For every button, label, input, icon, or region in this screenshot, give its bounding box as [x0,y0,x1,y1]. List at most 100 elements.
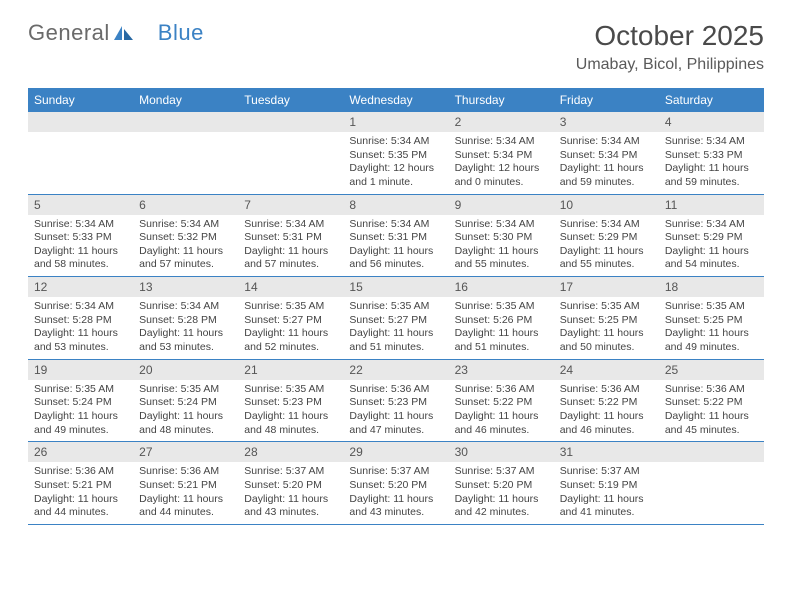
sunset-line: Sunset: 5:19 PM [560,479,653,493]
sunset-line: Sunset: 5:20 PM [244,479,337,493]
calendar-cell: 18Sunrise: 5:35 AMSunset: 5:25 PMDayligh… [659,277,764,359]
daylight-line: Daylight: 11 hours and 53 minutes. [139,327,232,354]
day-number [659,442,764,462]
sunset-line: Sunset: 5:34 PM [455,149,548,163]
sunset-line: Sunset: 5:24 PM [34,396,127,410]
calendar-cell: 30Sunrise: 5:37 AMSunset: 5:20 PMDayligh… [449,442,554,524]
daylight-line: Daylight: 11 hours and 54 minutes. [665,245,758,272]
sunrise-line: Sunrise: 5:34 AM [560,135,653,149]
day-number: 12 [28,277,133,297]
day-header-sunday: Sunday [28,88,133,112]
calendar-cell: 14Sunrise: 5:35 AMSunset: 5:27 PMDayligh… [238,277,343,359]
sunset-line: Sunset: 5:20 PM [455,479,548,493]
daylight-line: Daylight: 11 hours and 43 minutes. [349,493,442,520]
sunset-line: Sunset: 5:27 PM [244,314,337,328]
sunrise-line: Sunrise: 5:35 AM [34,383,127,397]
sunset-line: Sunset: 5:33 PM [665,149,758,163]
day-header-wednesday: Wednesday [343,88,448,112]
sunrise-line: Sunrise: 5:34 AM [665,218,758,232]
daylight-line: Daylight: 11 hours and 55 minutes. [560,245,653,272]
sunset-line: Sunset: 5:34 PM [560,149,653,163]
day-number: 5 [28,195,133,215]
week-row: 5Sunrise: 5:34 AMSunset: 5:33 PMDaylight… [28,195,764,278]
sunset-line: Sunset: 5:21 PM [34,479,127,493]
sunrise-line: Sunrise: 5:34 AM [455,218,548,232]
daylight-line: Daylight: 11 hours and 51 minutes. [349,327,442,354]
day-content: Sunrise: 5:34 AMSunset: 5:31 PMDaylight:… [343,215,448,277]
daylight-line: Daylight: 11 hours and 46 minutes. [560,410,653,437]
day-content: Sunrise: 5:35 AMSunset: 5:27 PMDaylight:… [343,297,448,359]
day-number: 31 [554,442,659,462]
daylight-line: Daylight: 11 hours and 53 minutes. [34,327,127,354]
sunrise-line: Sunrise: 5:35 AM [560,300,653,314]
calendar-cell: 9Sunrise: 5:34 AMSunset: 5:30 PMDaylight… [449,195,554,277]
day-number: 20 [133,360,238,380]
sunrise-line: Sunrise: 5:36 AM [34,465,127,479]
day-content: Sunrise: 5:34 AMSunset: 5:29 PMDaylight:… [659,215,764,277]
day-number [133,112,238,132]
sunset-line: Sunset: 5:21 PM [139,479,232,493]
day-content: Sunrise: 5:34 AMSunset: 5:34 PMDaylight:… [554,132,659,194]
calendar-cell: 27Sunrise: 5:36 AMSunset: 5:21 PMDayligh… [133,442,238,524]
sunrise-line: Sunrise: 5:35 AM [139,383,232,397]
sunset-line: Sunset: 5:30 PM [455,231,548,245]
calendar-cell: 16Sunrise: 5:35 AMSunset: 5:26 PMDayligh… [449,277,554,359]
daylight-line: Daylight: 11 hours and 44 minutes. [34,493,127,520]
calendar-cell: 4Sunrise: 5:34 AMSunset: 5:33 PMDaylight… [659,112,764,194]
daylight-line: Daylight: 11 hours and 44 minutes. [139,493,232,520]
day-header-tuesday: Tuesday [238,88,343,112]
calendar-cell: 26Sunrise: 5:36 AMSunset: 5:21 PMDayligh… [28,442,133,524]
week-row: 1Sunrise: 5:34 AMSunset: 5:35 PMDaylight… [28,112,764,195]
week-row: 19Sunrise: 5:35 AMSunset: 5:24 PMDayligh… [28,360,764,443]
calendar-cell: 10Sunrise: 5:34 AMSunset: 5:29 PMDayligh… [554,195,659,277]
calendar: Sunday Monday Tuesday Wednesday Thursday… [28,88,764,525]
daylight-line: Daylight: 11 hours and 57 minutes. [139,245,232,272]
calendar-cell [238,112,343,194]
sunrise-line: Sunrise: 5:34 AM [244,218,337,232]
sunrise-line: Sunrise: 5:36 AM [139,465,232,479]
sunset-line: Sunset: 5:26 PM [455,314,548,328]
sunset-line: Sunset: 5:22 PM [455,396,548,410]
calendar-cell: 23Sunrise: 5:36 AMSunset: 5:22 PMDayligh… [449,360,554,442]
logo: General Blue [28,20,204,46]
day-content: Sunrise: 5:34 AMSunset: 5:31 PMDaylight:… [238,215,343,277]
sunrise-line: Sunrise: 5:35 AM [244,383,337,397]
week-row: 26Sunrise: 5:36 AMSunset: 5:21 PMDayligh… [28,442,764,525]
day-number: 9 [449,195,554,215]
day-content: Sunrise: 5:36 AMSunset: 5:21 PMDaylight:… [28,462,133,524]
calendar-cell: 3Sunrise: 5:34 AMSunset: 5:34 PMDaylight… [554,112,659,194]
day-content: Sunrise: 5:34 AMSunset: 5:33 PMDaylight:… [28,215,133,277]
day-content: Sunrise: 5:35 AMSunset: 5:25 PMDaylight:… [554,297,659,359]
day-number: 2 [449,112,554,132]
daylight-line: Daylight: 11 hours and 51 minutes. [455,327,548,354]
calendar-cell: 19Sunrise: 5:35 AMSunset: 5:24 PMDayligh… [28,360,133,442]
calendar-cell: 22Sunrise: 5:36 AMSunset: 5:23 PMDayligh… [343,360,448,442]
logo-text-general: General [28,20,110,46]
daylight-line: Daylight: 11 hours and 59 minutes. [665,162,758,189]
day-content: Sunrise: 5:36 AMSunset: 5:23 PMDaylight:… [343,380,448,442]
calendar-cell: 25Sunrise: 5:36 AMSunset: 5:22 PMDayligh… [659,360,764,442]
calendar-cell: 5Sunrise: 5:34 AMSunset: 5:33 PMDaylight… [28,195,133,277]
day-number: 8 [343,195,448,215]
day-number: 18 [659,277,764,297]
day-number: 21 [238,360,343,380]
sunset-line: Sunset: 5:22 PM [560,396,653,410]
day-content: Sunrise: 5:37 AMSunset: 5:19 PMDaylight:… [554,462,659,524]
sunrise-line: Sunrise: 5:34 AM [349,218,442,232]
day-content: Sunrise: 5:34 AMSunset: 5:29 PMDaylight:… [554,215,659,277]
day-content: Sunrise: 5:34 AMSunset: 5:32 PMDaylight:… [133,215,238,277]
calendar-cell: 17Sunrise: 5:35 AMSunset: 5:25 PMDayligh… [554,277,659,359]
day-number: 30 [449,442,554,462]
sunrise-line: Sunrise: 5:36 AM [560,383,653,397]
day-content: Sunrise: 5:34 AMSunset: 5:28 PMDaylight:… [28,297,133,359]
sunset-line: Sunset: 5:29 PM [560,231,653,245]
day-content: Sunrise: 5:36 AMSunset: 5:22 PMDaylight:… [659,380,764,442]
sunrise-line: Sunrise: 5:34 AM [139,218,232,232]
day-content: Sunrise: 5:36 AMSunset: 5:22 PMDaylight:… [449,380,554,442]
daylight-line: Daylight: 12 hours and 0 minutes. [455,162,548,189]
day-content: Sunrise: 5:37 AMSunset: 5:20 PMDaylight:… [343,462,448,524]
calendar-cell [659,442,764,524]
sunset-line: Sunset: 5:33 PM [34,231,127,245]
day-number: 4 [659,112,764,132]
header: General Blue October 2025 Umabay, Bicol,… [28,20,764,74]
